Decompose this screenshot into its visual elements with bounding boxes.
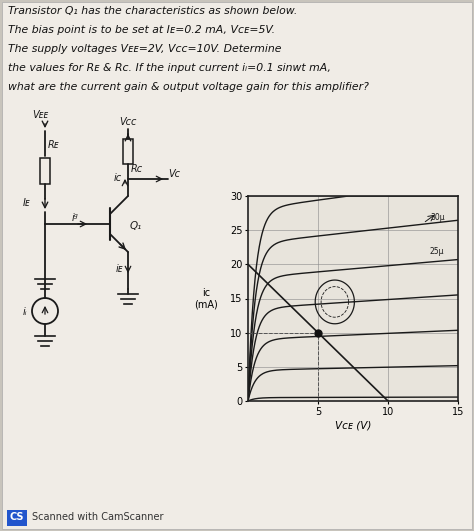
Text: iᵢ: iᵢ (23, 307, 27, 317)
Text: Q₁: Q₁ (130, 221, 142, 231)
Text: iᴄ: iᴄ (114, 173, 122, 183)
FancyBboxPatch shape (7, 510, 27, 526)
Text: Transistor Q₁ has the characteristics as shown below.: Transistor Q₁ has the characteristics as… (8, 6, 297, 16)
Y-axis label: ic
(mA): ic (mA) (194, 288, 218, 309)
X-axis label: Vᴄᴇ (V): Vᴄᴇ (V) (335, 421, 371, 431)
Text: iᴇ: iᴇ (116, 264, 124, 274)
Bar (40, 158, 50, 184)
Text: Rᴄ: Rᴄ (131, 164, 143, 174)
Bar (123, 139, 133, 164)
Text: The supply voltages Vᴇᴇ=2V, Vᴄᴄ=10V. Determine: The supply voltages Vᴇᴇ=2V, Vᴄᴄ=10V. Det… (8, 44, 282, 54)
Text: Scanned with CamScanner: Scanned with CamScanner (32, 512, 164, 522)
Text: Vᴇᴇ: Vᴇᴇ (32, 110, 48, 120)
Text: CS: CS (10, 512, 24, 522)
Text: Iᴇ: Iᴇ (22, 198, 30, 208)
Text: 30μ: 30μ (430, 213, 445, 222)
Text: The bias point is to be set at Iᴇ=0.2 mA, Vᴄᴇ=5V.: The bias point is to be set at Iᴇ=0.2 mA… (8, 25, 275, 35)
Text: Rᴇ: Rᴇ (48, 140, 60, 150)
Text: Vᴄᴄ: Vᴄᴄ (119, 117, 137, 127)
Text: iᵍ: iᵍ (72, 213, 78, 223)
Text: the values for Rᴇ & Rᴄ. If the input current iᵢ=0.1 sinwt mA,: the values for Rᴇ & Rᴄ. If the input cur… (8, 63, 331, 73)
Text: Vᴄ: Vᴄ (168, 169, 180, 179)
Text: what are the current gain & output voltage gain for this amplifier?: what are the current gain & output volta… (8, 82, 369, 92)
Text: 25μ: 25μ (430, 247, 445, 256)
